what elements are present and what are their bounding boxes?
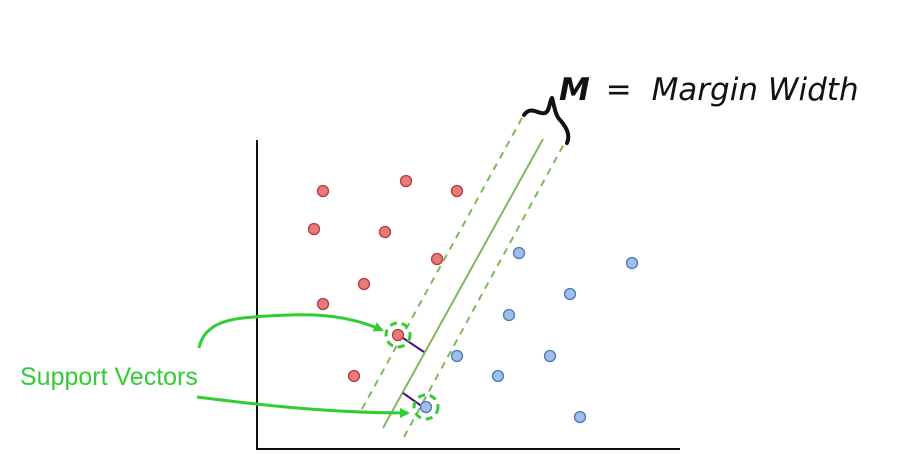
upper-margin-line: [361, 117, 523, 410]
red-point: [399, 174, 413, 188]
blue-point: [512, 246, 526, 260]
margin-lines: [361, 117, 565, 438]
margin-width-text: Margin Width: [652, 72, 859, 108]
decision-boundary: [382, 138, 544, 429]
blue-point: [491, 369, 505, 383]
support-vector-arrows: [196, 313, 410, 418]
dashed-circle-icon: [384, 321, 412, 349]
blue-point: [450, 349, 464, 363]
blue-point: [573, 410, 587, 424]
support-vector-highlights: [384, 321, 440, 421]
support-vectors-label: Support Vectors: [20, 363, 198, 391]
blue-point: [502, 308, 516, 322]
arrow-to-blue-support-vector: [196, 395, 410, 418]
equals-sign: =: [606, 72, 632, 108]
red-point: [347, 369, 361, 383]
red-point: [378, 225, 392, 239]
red-point: [450, 184, 464, 198]
red-point: [316, 297, 330, 311]
red-point: [316, 184, 330, 198]
distance-segment-red: [399, 335, 425, 353]
margin-width-title: M = Margin Width: [559, 72, 859, 108]
red-point: [430, 252, 444, 266]
distance-segment-blue: [402, 392, 424, 408]
lower-margin-line: [403, 143, 565, 438]
margin-symbol: M: [559, 72, 590, 108]
blue-point: [543, 349, 557, 363]
class-a-points: [307, 174, 464, 383]
distance-segments: [399, 335, 425, 408]
blue-point: [563, 287, 577, 301]
red-point: [307, 222, 321, 236]
dashed-circle-icon: [412, 393, 440, 421]
curly-brace-icon: [522, 96, 571, 145]
class-b-points: [419, 246, 639, 424]
axes: [256, 140, 680, 450]
blue-point: [625, 256, 639, 270]
red-support-vector-point: [391, 328, 405, 342]
red-point: [357, 277, 371, 291]
arrow-to-red-support-vector: [197, 313, 384, 349]
blue-support-vector-point: [419, 400, 433, 414]
